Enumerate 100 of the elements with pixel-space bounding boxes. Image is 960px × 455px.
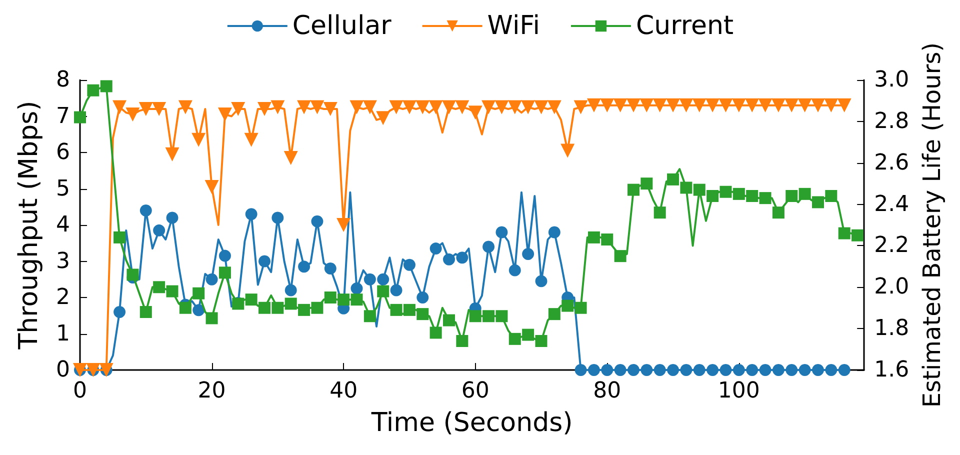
point xyxy=(403,304,416,316)
point xyxy=(166,285,178,298)
point xyxy=(324,292,336,304)
point xyxy=(838,364,850,376)
y-tick-label: 8 xyxy=(56,68,70,92)
point xyxy=(364,310,376,322)
point xyxy=(654,364,666,376)
y-tick-label: 5 xyxy=(56,176,70,202)
y2-axis-title: Estimated Battery Life (Hours) xyxy=(918,42,946,408)
point xyxy=(574,364,587,376)
point xyxy=(114,231,126,244)
point xyxy=(456,252,468,264)
point xyxy=(771,98,786,112)
point xyxy=(745,98,760,112)
point xyxy=(390,304,402,316)
point xyxy=(547,100,562,114)
y2-tick-label: 1.6 xyxy=(874,358,910,382)
point xyxy=(469,310,482,322)
point xyxy=(758,98,772,112)
point xyxy=(825,190,838,202)
point xyxy=(192,132,206,147)
point xyxy=(126,107,140,122)
y-axis-title: Throughput (Mbps) xyxy=(14,100,44,350)
point xyxy=(732,188,745,200)
point xyxy=(350,100,364,114)
point xyxy=(245,294,258,306)
point xyxy=(786,364,798,376)
point xyxy=(626,98,640,112)
point xyxy=(389,100,404,114)
point xyxy=(416,100,430,114)
y2-tick-label: 1.8 xyxy=(874,316,910,342)
y2-tick-label: 2.2 xyxy=(874,233,910,258)
point xyxy=(192,287,205,300)
x-tick-label: 60 xyxy=(461,378,490,404)
point xyxy=(640,178,653,190)
point xyxy=(430,242,442,255)
point xyxy=(192,304,205,316)
point xyxy=(746,190,758,202)
legend-label: Cellular xyxy=(292,11,392,41)
point xyxy=(692,98,706,112)
point xyxy=(112,100,127,114)
x-axis-title: Time (Seconds) xyxy=(370,408,573,438)
point xyxy=(442,314,455,326)
point xyxy=(852,229,864,242)
point xyxy=(482,310,495,322)
point xyxy=(508,100,522,114)
point xyxy=(720,186,732,198)
point xyxy=(152,102,166,116)
point xyxy=(534,100,548,114)
point xyxy=(837,98,852,112)
y-tick-label: 2 xyxy=(56,285,70,310)
point xyxy=(720,364,732,376)
point xyxy=(798,364,811,376)
point xyxy=(257,102,272,116)
point xyxy=(350,282,363,294)
point xyxy=(508,264,521,276)
point xyxy=(732,98,746,112)
point xyxy=(693,364,706,376)
point xyxy=(784,98,799,112)
point xyxy=(218,107,232,122)
point xyxy=(666,98,680,112)
point xyxy=(310,100,324,114)
point xyxy=(258,302,270,314)
point xyxy=(522,328,534,341)
point xyxy=(272,302,284,314)
point xyxy=(204,180,219,194)
point xyxy=(496,310,508,322)
x-tick-label: 100 xyxy=(718,378,760,404)
y-tick-label: 3 xyxy=(56,248,70,274)
point xyxy=(311,215,324,228)
point xyxy=(706,190,719,202)
point xyxy=(165,147,180,162)
point xyxy=(311,302,324,314)
point xyxy=(100,80,112,92)
point xyxy=(377,285,390,298)
y2-tick-label: 2.6 xyxy=(874,150,910,176)
point xyxy=(667,364,680,376)
point xyxy=(680,364,692,376)
point xyxy=(442,100,456,114)
point xyxy=(428,100,443,114)
point xyxy=(258,255,270,268)
point xyxy=(362,100,377,114)
point xyxy=(206,273,218,286)
point xyxy=(496,226,508,238)
point xyxy=(824,98,838,112)
point xyxy=(455,100,470,114)
point xyxy=(403,258,416,271)
point xyxy=(654,206,666,219)
point xyxy=(838,227,850,240)
point xyxy=(218,250,231,262)
point xyxy=(508,332,521,345)
point xyxy=(270,100,285,114)
point xyxy=(298,304,310,316)
point xyxy=(759,192,772,204)
point xyxy=(126,268,139,281)
point xyxy=(244,132,258,147)
y-tick-label: 4 xyxy=(56,212,70,238)
point xyxy=(574,302,587,314)
point xyxy=(601,234,614,246)
point xyxy=(812,364,824,376)
